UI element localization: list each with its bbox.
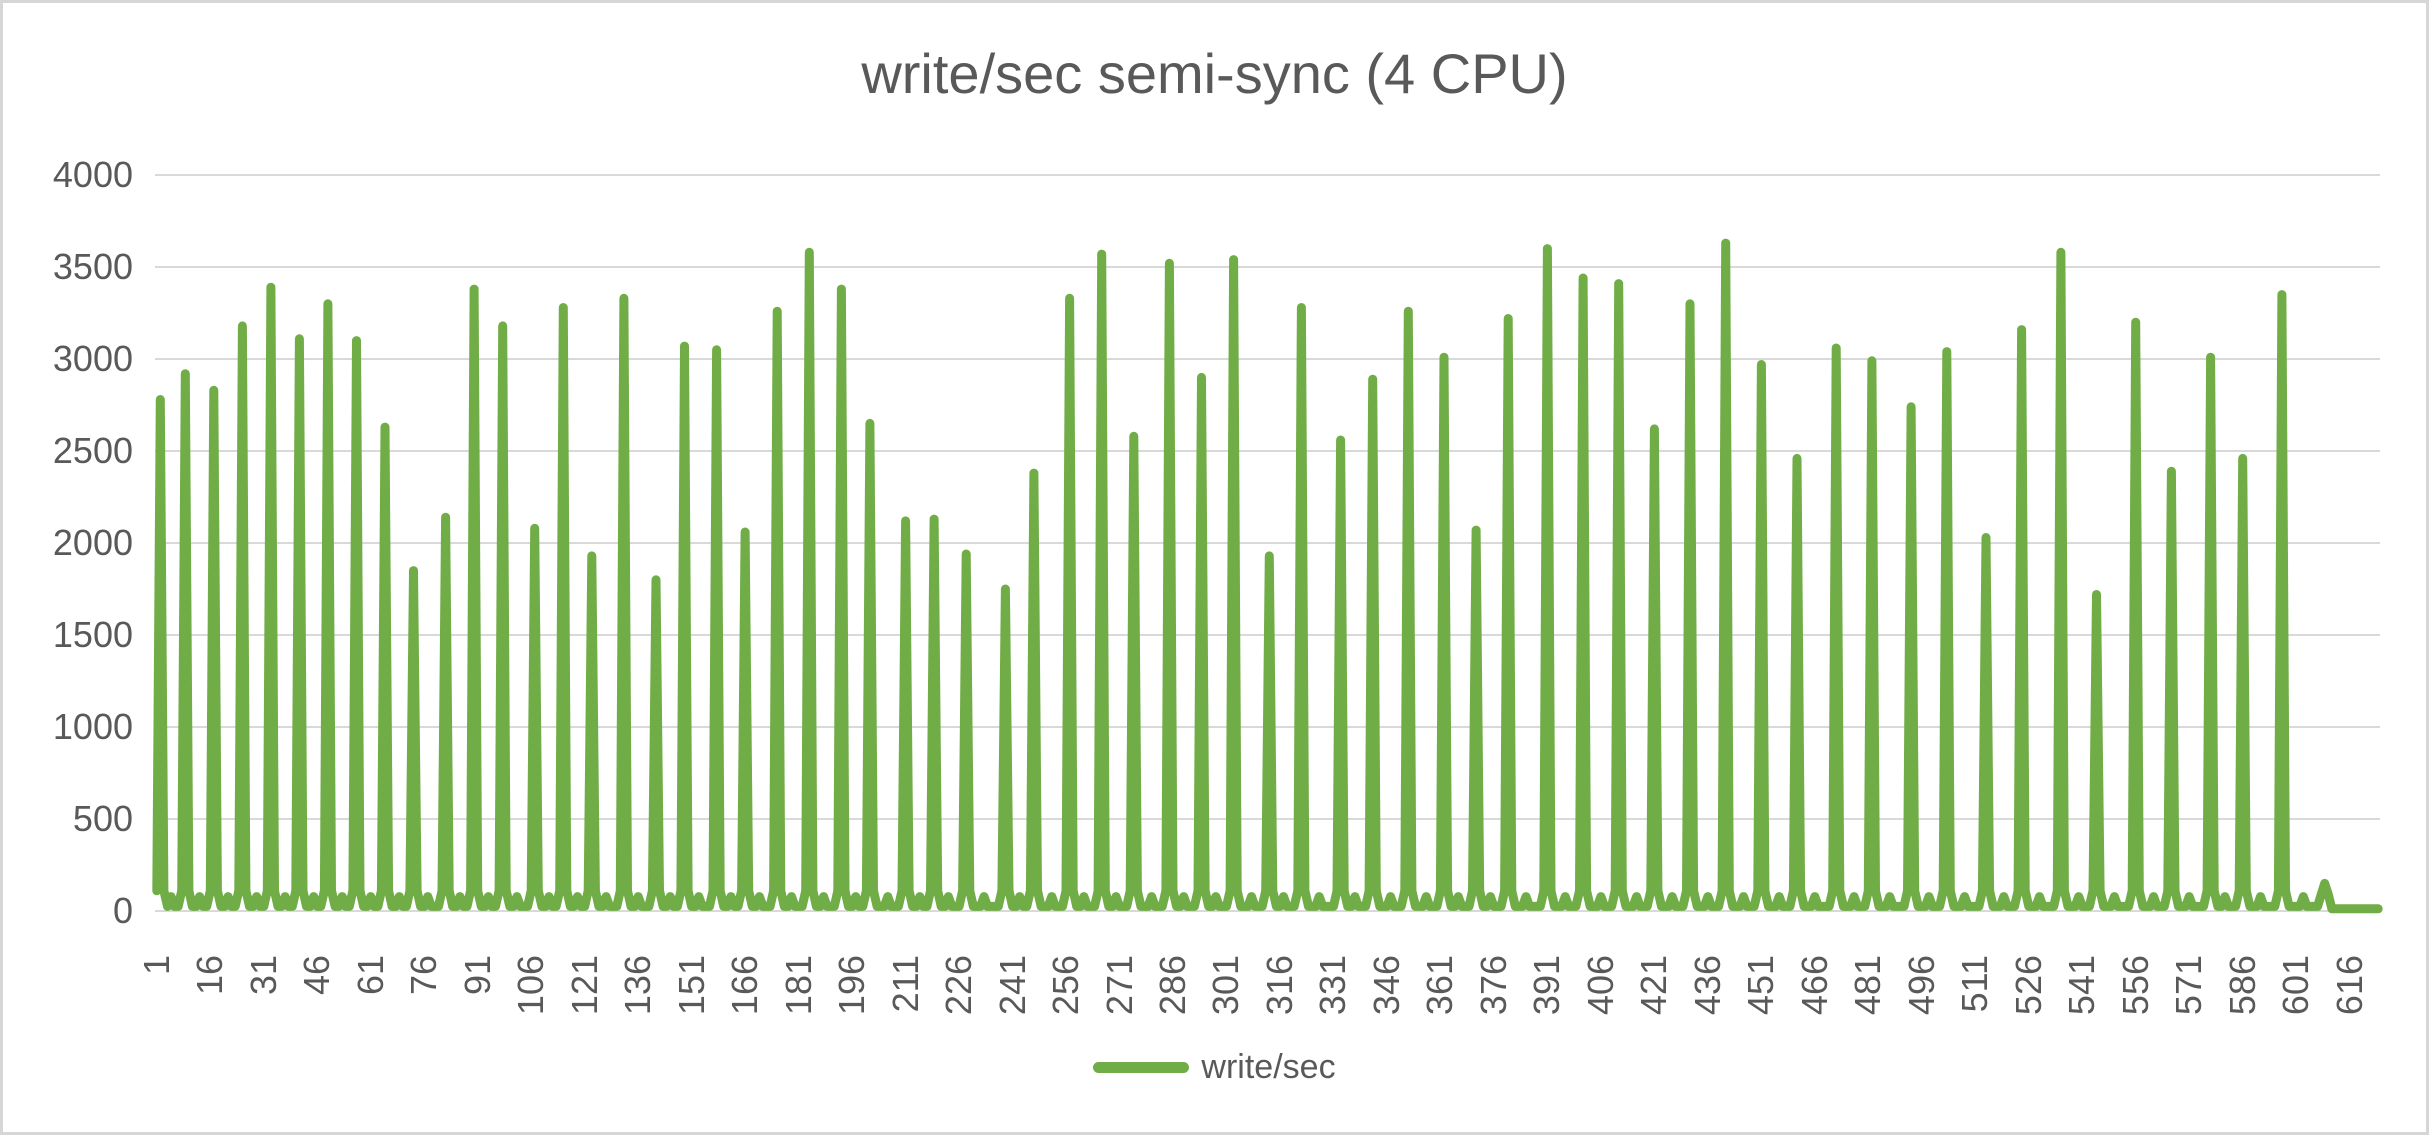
x-axis-tick-label: 271 — [1098, 955, 1140, 1016]
x-axis-tick-label: 166 — [724, 955, 766, 1016]
x-axis-tick-label: 586 — [2221, 955, 2263, 1016]
legend: write/sec — [3, 1043, 2426, 1091]
x-axis-tick-label: 241 — [991, 955, 1033, 1016]
x-axis-tick-label: 46 — [296, 955, 338, 996]
x-axis-tick-label: 451 — [1740, 955, 1782, 1016]
write-sec-series-line — [152, 238, 2383, 914]
x-axis-tick-label: 1 — [135, 955, 177, 976]
x-axis-tick-label: 526 — [2007, 955, 2049, 1016]
x-axis-tick-label: 541 — [2061, 955, 2103, 1016]
x-axis-tick-label: 301 — [1205, 955, 1247, 1016]
legend-label: write/sec — [1201, 1047, 1336, 1086]
x-axis-tick-label: 466 — [1793, 955, 1835, 1016]
x-axis-tick-label: 436 — [1686, 955, 1728, 1016]
x-axis-tick-label: 226 — [938, 955, 980, 1016]
y-axis-tick-label: 2500 — [52, 430, 133, 471]
x-axis-tick-label: 316 — [1258, 955, 1300, 1016]
x-axis-tick-label: 556 — [2114, 955, 2156, 1016]
x-axis-tick-label: 421 — [1633, 955, 1675, 1016]
x-axis-tick-label: 601 — [2275, 955, 2317, 1016]
y-axis-tick-label: 2000 — [52, 522, 133, 563]
y-axis-tick-label: 4000 — [52, 154, 133, 195]
x-axis-tick-label: 211 — [884, 955, 926, 1013]
y-axis-tick-label: 3000 — [52, 338, 133, 379]
x-axis-tick-label: 136 — [617, 955, 659, 1016]
x-axis-tick-label: 61 — [349, 955, 391, 996]
x-axis-tick-label: 571 — [2168, 955, 2210, 1016]
y-axis-tick-label: 0 — [112, 890, 133, 931]
x-axis-tick-label: 151 — [670, 955, 712, 1016]
x-axis-tick-label: 331 — [1312, 955, 1354, 1016]
x-axis-tick-label: 391 — [1526, 955, 1568, 1016]
y-axis-tick-label: 1000 — [52, 706, 133, 747]
x-axis-tick-label: 256 — [1045, 955, 1087, 1016]
chart-title: write/sec semi-sync (4 CPU) — [861, 42, 1568, 105]
x-axis-tick-label: 481 — [1847, 955, 1889, 1016]
x-axis-tick-label: 511 — [1954, 955, 1996, 1013]
legend-key-line — [1093, 1061, 1190, 1073]
x-axis-tick-label: 376 — [1472, 955, 1514, 1016]
x-axis-tick-label: 76 — [403, 955, 445, 996]
x-axis-tick-label: 121 — [563, 955, 605, 1016]
x-axis-tick-label: 106 — [510, 955, 552, 1016]
x-axis-tick-label: 31 — [242, 955, 284, 996]
x-axis-tick-label: 361 — [1419, 955, 1461, 1016]
line-chart-plot-area — [152, 174, 2383, 914]
x-axis-tick-label: 346 — [1365, 955, 1407, 1016]
y-axis-tick-label: 1500 — [52, 614, 133, 655]
x-axis-tick-label: 616 — [2328, 955, 2370, 1016]
x-axis-tick-label: 91 — [456, 955, 498, 996]
y-axis-tick-label: 3500 — [52, 246, 133, 287]
y-axis-tick-label: 500 — [72, 798, 133, 839]
x-axis-tick-label: 16 — [189, 955, 231, 996]
x-axis-tick-label: 286 — [1152, 955, 1193, 1016]
x-axis-tick-label: 181 — [777, 955, 819, 1016]
x-axis-tick-label: 496 — [1900, 955, 1942, 1016]
x-axis-tick-label: 406 — [1579, 955, 1621, 1016]
x-axis-tick-label: 196 — [831, 955, 873, 1016]
